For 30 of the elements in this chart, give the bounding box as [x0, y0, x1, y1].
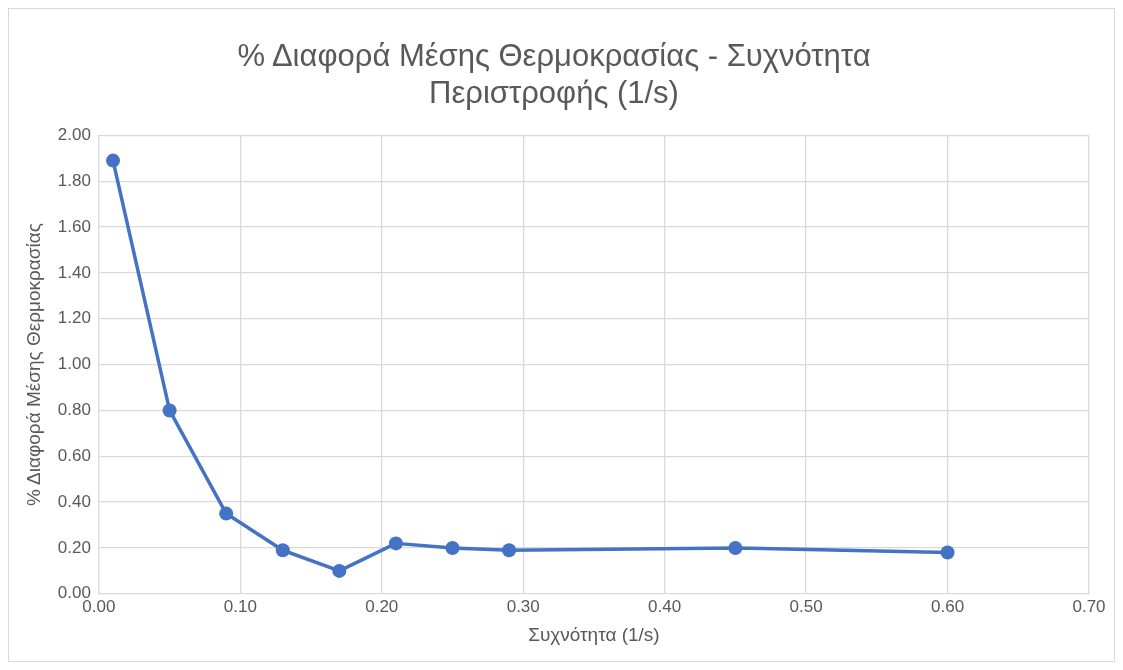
point	[445, 540, 460, 555]
y-tick-label: 1.40	[57, 262, 91, 282]
point	[502, 543, 517, 558]
point	[728, 540, 743, 555]
y-tick-label: 0.60	[57, 445, 91, 465]
point	[388, 536, 403, 551]
y-tick-label: 2.00	[57, 125, 91, 145]
x-axis-title: Συχνότητα (1/s)	[528, 623, 660, 645]
y-tick-label: 1.60	[57, 216, 91, 236]
x-tick-label: 0.70	[1072, 596, 1106, 616]
x-tick-label: 0.10	[223, 596, 257, 616]
x-tick-label: 0.30	[506, 596, 540, 616]
point	[275, 543, 290, 558]
y-axis-title: % Διαφορά Μέσης Θερμοκρασίας	[22, 223, 44, 507]
x-tick-label: 0.40	[648, 596, 682, 616]
chart-title: % Διαφορά Μέσης Θερμοκρασίας - Συχνότητα Περιστροφής (1/s)	[237, 38, 871, 111]
y-tick-label: 1.20	[57, 308, 91, 328]
y-tick-label: 1.80	[57, 170, 91, 190]
point	[332, 563, 347, 578]
point	[940, 545, 955, 560]
x-tick-label: 0.60	[931, 596, 965, 616]
x-tick-label: 0.20	[365, 596, 399, 616]
x-tick-label: 0.50	[789, 596, 823, 616]
point	[106, 153, 121, 168]
point	[162, 403, 177, 418]
y-tick-label: 0.40	[57, 491, 91, 511]
point	[219, 506, 234, 521]
y-tick-label: 1.00	[57, 354, 91, 374]
y-tick-label: 0.20	[57, 537, 91, 557]
y-tick-label: 0.80	[57, 400, 91, 420]
